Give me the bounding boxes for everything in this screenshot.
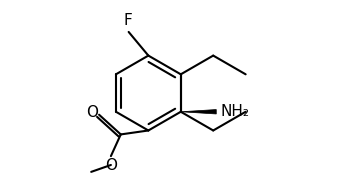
Text: F: F <box>123 13 132 28</box>
Text: O: O <box>86 105 98 120</box>
Text: O: O <box>105 158 117 173</box>
Polygon shape <box>181 110 216 114</box>
Text: NH₂: NH₂ <box>220 104 249 119</box>
